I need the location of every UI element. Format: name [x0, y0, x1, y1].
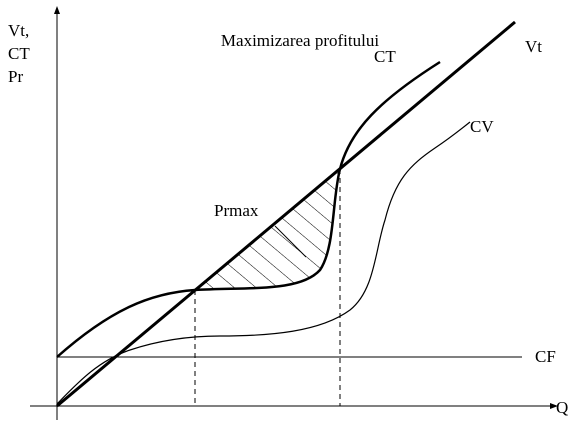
x-axis-label: Q: [556, 398, 568, 417]
y-axis-label: Vt,: [8, 21, 29, 40]
prmax-label: Prmax: [214, 201, 259, 220]
vt-line: [56, 20, 516, 408]
vt-label: Vt: [525, 37, 542, 56]
y-axis-label: CT: [8, 44, 30, 63]
ct-curve: [56, 60, 441, 358]
cv-label: CV: [470, 117, 494, 136]
prmax-pointer: [274, 225, 307, 258]
y-axis-arrow: [54, 6, 60, 14]
y-axis-label: Pr: [8, 67, 23, 86]
x-axis-arrow: [550, 403, 558, 409]
cf-label: CF: [535, 347, 556, 366]
ct-label: CT: [374, 47, 396, 66]
cv-curve: [56, 121, 471, 405]
title: Maximizarea profitului: [221, 31, 379, 50]
